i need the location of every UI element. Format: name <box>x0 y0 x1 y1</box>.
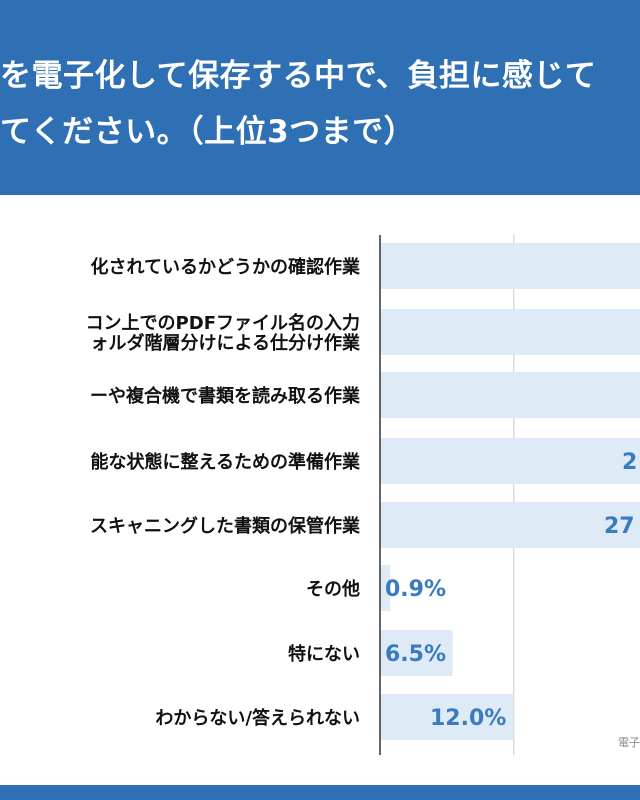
category-label-2: ォルダ階層分けによる仕分け作業 <box>91 332 361 354</box>
category-label-1: 化されているかどうかの確認作業 <box>91 256 361 278</box>
value-label-6: 0.9% <box>385 577 446 602</box>
title-banner: を電子化して保存する中で、負担に感じて てください。（上位3つまで） <box>0 0 640 195</box>
value-label-8: 12.0% <box>430 706 506 731</box>
chart-title-line-1: を電子化して保存する中で、負担に感じて <box>0 58 597 94</box>
category-label-6: その他 <box>306 578 360 600</box>
bar-7 <box>380 630 453 676</box>
category-label-7: 特にない <box>288 643 360 665</box>
category-label-3: ーや複合機で書類を読み取る作業 <box>90 385 361 407</box>
bar-8 <box>380 694 514 740</box>
value-label-4: 2 <box>622 450 637 475</box>
source-note: 電子 <box>618 736 640 749</box>
footer-bar <box>0 785 640 800</box>
category-label-2: コン上でのPDFファイル名の入力 <box>86 312 360 334</box>
bar-2 <box>380 309 640 355</box>
category-label-4: 能な状態に整えるための準備作業 <box>91 451 361 473</box>
bar-5 <box>380 502 640 548</box>
bar-4 <box>380 438 640 484</box>
bar-6 <box>380 565 391 611</box>
bar-3 <box>380 372 640 418</box>
bar-chart: 化されているかどうかの確認作業コン上でのPDFファイル名の入力ォルダ階層分けによ… <box>86 235 640 755</box>
chart-area: 化されているかどうかの確認作業 コン上でのPDFファイル名の入力 ォルダ階層分けによ… <box>0 195 640 775</box>
category-label-8: わからない/答えられない <box>155 707 360 729</box>
value-label-5: 27 <box>604 514 635 539</box>
bar-1 <box>380 243 640 289</box>
value-label-7: 6.5% <box>385 642 446 667</box>
chart-title-line-2: てください。（上位3つまで） <box>0 114 416 150</box>
category-label-5: スキャニングした書類の保管作業 <box>90 515 361 537</box>
